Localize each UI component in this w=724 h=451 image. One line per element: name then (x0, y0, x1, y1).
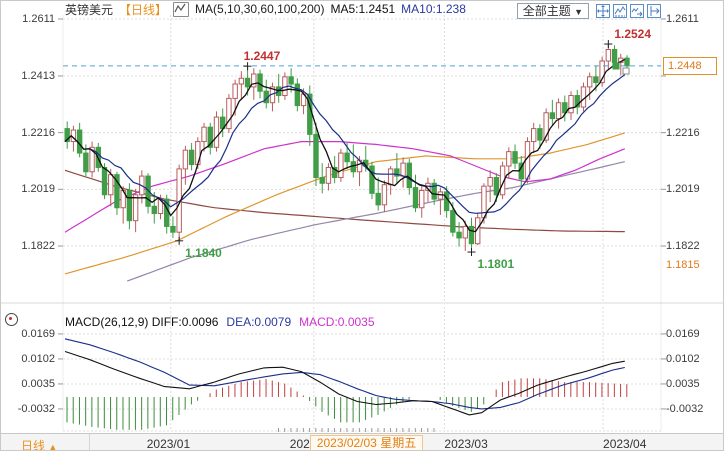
indicator-settings-icon[interactable] (5, 313, 18, 326)
ma5-value: MA5:1.2451 (330, 2, 396, 16)
date-tooltip: 2023/02/03 星期五 (309, 435, 424, 450)
date-tick-label: 2023/03 (444, 437, 488, 451)
macd-tick-label: 0.0169 (666, 327, 700, 340)
chevron-down-icon: ▼ (574, 7, 583, 17)
timeframe-selector[interactable]: 日线 ▲ (21, 439, 58, 451)
macd-tick-label: -0.0032 (17, 402, 55, 415)
macd-tick-label: 0.0102 (666, 352, 700, 365)
price-tick-label: 1.1822 (666, 239, 700, 252)
export-icon[interactable] (647, 4, 661, 18)
low-price-label: 1.1815 (666, 259, 700, 271)
macd-tick-label: 0.0169 (21, 327, 55, 340)
chart-header: 英镑美元 【日线】 MA(5,10,30,60,100,200) MA5:1.24… (65, 1, 466, 17)
themes-dropdown-button[interactable]: 全部主题 ▼ (516, 3, 589, 19)
extreme-price-marker: 1.1840 (185, 245, 222, 260)
extreme-price-marker: 1.1801 (477, 257, 515, 272)
chart-type-icon[interactable] (173, 1, 190, 17)
macd-dea-value: DEA:0.0079 (226, 315, 292, 329)
ma-settings-label[interactable]: MA(5,10,30,60,100,200) (195, 2, 325, 16)
extreme-price-marker: 1.2524 (614, 27, 652, 42)
triangle-up-icon: ▲ (48, 442, 58, 451)
header-toolbar: 全部主题 ▼ (516, 3, 661, 19)
pan-icon[interactable] (596, 4, 610, 18)
symbol-title: 英镑美元 (65, 2, 114, 17)
date-tick-label: 2023/01 (146, 437, 191, 451)
price-tick-label: 1.2216 (21, 126, 55, 139)
macd-macd-value: MACD:0.0035 (299, 315, 375, 329)
price-tick-label: 1.1822 (21, 239, 55, 252)
price-tick-label: 1.2019 (21, 183, 55, 196)
macd-tick-label: -0.0032 (666, 402, 704, 415)
extreme-price-marker: 1.2447 (243, 49, 281, 64)
price-tick-label: 1.2611 (666, 13, 699, 25)
divider (89, 434, 90, 450)
macd-header: MACD(26,12,9) DIFF:0.0096 DEA:0.0079 MACD:… (65, 315, 375, 329)
price-tick-label: 1.2019 (666, 183, 700, 196)
play-forward-icon[interactable] (630, 4, 644, 18)
macd-tick-label: 0.0102 (21, 352, 55, 365)
price-tick-label: 1.2413 (21, 69, 55, 82)
date-tick-label: 2023/04 (603, 437, 647, 451)
zoom-area-icon[interactable] (613, 4, 627, 18)
macd-diff-value: DIFF:0.0096 (151, 315, 219, 329)
price-tick-label: 1.2611 (22, 13, 55, 25)
macd-title: MACD(26,12,9) (65, 315, 149, 329)
period-tag: 【日线】 (119, 2, 168, 17)
macd-tick-label: 0.0035 (21, 377, 55, 390)
price-tick-label: 1.2216 (666, 126, 700, 139)
ma10-value: MA10:1.238 (401, 2, 466, 16)
macd-tick-label: 0.0035 (666, 377, 700, 390)
last-price-label: 1.2448 (663, 57, 717, 75)
